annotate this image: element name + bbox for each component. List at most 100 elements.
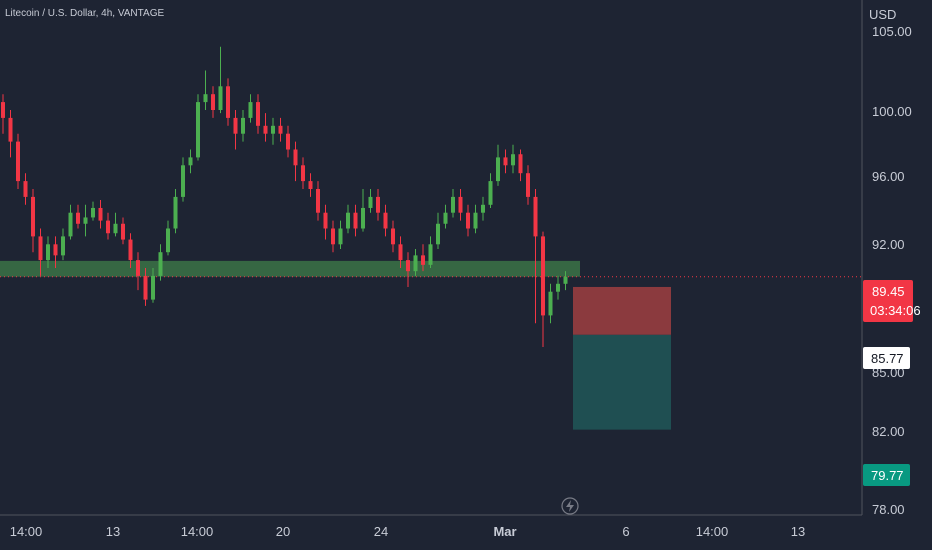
candle-body (451, 196, 455, 213)
candle (383, 204, 388, 237)
price-tick-label: 78.00 (872, 502, 905, 517)
candle (1, 94, 5, 134)
candle-body (166, 228, 170, 253)
candle-body (173, 196, 178, 229)
candle (278, 117, 283, 142)
candle (466, 204, 470, 237)
time-tick-label: 13 (106, 524, 120, 539)
candle (181, 157, 185, 202)
time-tick-label: 14:00 (181, 524, 214, 539)
candle-body (143, 275, 148, 300)
candle (436, 212, 440, 250)
candle (263, 113, 268, 142)
candle-body (31, 196, 35, 237)
candle (413, 249, 418, 276)
target-price-value: 79.77 (871, 468, 904, 483)
candle (406, 252, 410, 287)
candle (8, 110, 13, 158)
price-tick-label: 92.00 (872, 237, 905, 252)
candle-body (196, 102, 200, 158)
current-price-value: 89.45 (872, 284, 905, 299)
candle (53, 236, 58, 268)
candle-body (128, 239, 133, 261)
candle-body (68, 212, 73, 237)
candle-body (383, 212, 388, 229)
candle-body (533, 196, 538, 237)
candle (518, 149, 523, 182)
candle-body (353, 212, 358, 229)
candle-body (203, 94, 208, 103)
candle-body (151, 275, 155, 300)
candle (188, 149, 193, 174)
candle-body (271, 125, 275, 134)
candle (76, 204, 80, 229)
candle (473, 204, 478, 234)
candle-body (473, 212, 478, 229)
candle-body (413, 255, 418, 272)
candle-body (406, 260, 410, 272)
candle (331, 220, 335, 253)
lightning-icon[interactable] (561, 497, 579, 515)
time-tick-label: Mar (493, 524, 516, 539)
entry-price-value: 85.77 (871, 351, 904, 366)
time-tick-label: 13 (791, 524, 805, 539)
candle-body (23, 181, 28, 197)
candle-body (46, 244, 50, 261)
current-price-badge[interactable]: 89.45 03:34:06 (863, 280, 921, 322)
candle (443, 204, 448, 229)
candle-body (113, 223, 118, 234)
time-axis-ticks: 14:00 13 14:00 20 24 Mar 6 14:00 13 (10, 524, 806, 539)
time-tick-label: 6 (622, 524, 629, 539)
candle-body (563, 276, 568, 284)
candle-body (436, 223, 440, 245)
candle-body (526, 173, 530, 197)
candle-body (293, 149, 298, 166)
candle (376, 189, 380, 221)
entry-price-badge[interactable]: 85.77 (863, 347, 910, 369)
candle (563, 271, 568, 291)
candle-body (91, 207, 95, 218)
price-tick-label: 82.00 (872, 424, 905, 439)
symbol-title: Litecoin / U.S. Dollar, 4h, VANTAGE (5, 8, 164, 19)
candle (128, 233, 133, 268)
candle-body (398, 244, 403, 261)
candle-body (76, 212, 80, 224)
time-axis-panel[interactable] (0, 515, 862, 550)
candle-body (278, 125, 283, 134)
candle (458, 189, 463, 221)
candle-body (481, 204, 485, 213)
candle (346, 204, 350, 234)
candle (233, 110, 238, 150)
support-zone[interactable] (0, 260, 580, 277)
candle-body (338, 228, 343, 245)
candle (68, 204, 73, 240)
candle-body (503, 157, 508, 166)
candle-body (466, 212, 470, 229)
position-reward-area[interactable] (573, 334, 671, 430)
candle (488, 173, 493, 208)
candle-body (323, 212, 328, 229)
candle-body (158, 252, 163, 276)
candle (151, 268, 155, 303)
candle-body (511, 154, 515, 166)
candle (271, 117, 275, 145)
position-risk-area[interactable] (573, 286, 671, 335)
candle (541, 231, 545, 347)
candle-body (218, 86, 223, 110)
candle (338, 220, 343, 250)
price-axis-panel[interactable] (862, 0, 932, 550)
candle (211, 86, 215, 118)
candle (323, 204, 328, 240)
candle (398, 236, 403, 268)
candle (46, 236, 50, 268)
candle-body (421, 255, 425, 265)
candle-body (541, 236, 545, 316)
candle (226, 78, 230, 126)
candle (286, 125, 290, 158)
candle (316, 181, 320, 221)
target-price-badge[interactable]: 79.77 (863, 464, 910, 486)
currency-label: USD (869, 7, 896, 22)
